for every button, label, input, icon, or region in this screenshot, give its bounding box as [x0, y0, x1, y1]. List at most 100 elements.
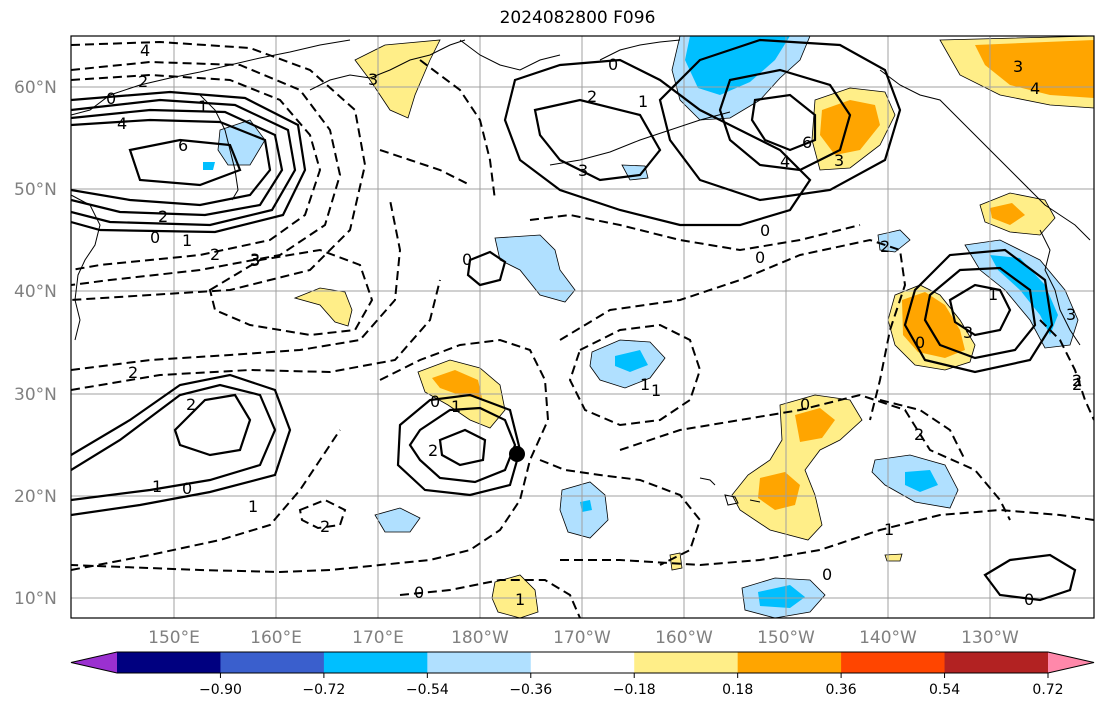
colorbar-segment	[530, 652, 635, 673]
contour-label: 1	[651, 381, 661, 400]
contour-label: 0	[915, 333, 925, 352]
contour-label: 2	[210, 245, 220, 264]
colorbar-segment	[427, 652, 532, 673]
colorbar-segment	[841, 652, 946, 673]
colorbar-tick-label: 0.18	[722, 682, 753, 698]
lat-label: 30°N	[14, 385, 57, 405]
contour-label: 4	[780, 152, 790, 171]
contour-label: 0	[608, 55, 618, 74]
contour-label: 0	[822, 565, 832, 584]
contour-label: 2	[320, 517, 330, 536]
solid-contours	[71, 38, 1077, 602]
dashed-contours	[71, 40, 1094, 618]
storm-center-marker	[509, 446, 525, 462]
contour-label: 1	[638, 92, 648, 111]
colorbar-segment	[944, 652, 1049, 673]
lon-label: 150°W	[757, 628, 815, 648]
contour-label: 1	[884, 520, 894, 539]
contour-label: 3	[578, 161, 588, 180]
colorbar-tick-label: 0.36	[826, 682, 857, 698]
lon-label: 150°E	[148, 628, 200, 648]
contour-label: 1	[988, 285, 998, 304]
contour-label: 3	[250, 250, 260, 269]
lon-label: 160°E	[250, 628, 302, 648]
map-frame	[70, 35, 1095, 619]
contour-label: 2	[186, 395, 196, 414]
colorbar-tick-label: −0.72	[302, 682, 345, 698]
contour-label: 3	[834, 151, 844, 170]
contour-label: 1	[248, 497, 258, 516]
lon-label: 160°W	[655, 628, 713, 648]
colorbar-outline	[70, 651, 1095, 674]
colorbar-extend-high	[1048, 652, 1094, 673]
coastlines	[71, 39, 1091, 506]
contour-label: 4	[117, 114, 127, 133]
colorbar-tick-label: −0.18	[613, 682, 656, 698]
colorbar-tick-label: 0.72	[1032, 682, 1063, 698]
contour-label: 1	[515, 590, 525, 609]
lat-label: 50°N	[14, 180, 57, 200]
contour-label: 3	[368, 70, 378, 89]
map-gridlines	[71, 36, 1094, 618]
lon-label: 170°E	[352, 628, 404, 648]
lat-label: 20°N	[14, 487, 57, 507]
contour-label: 2	[1072, 375, 1082, 394]
lat-label: 10°N	[14, 589, 57, 609]
lon-label: 180°W	[451, 628, 509, 648]
positive-anomaly-shading	[293, 36, 1094, 618]
contour-label: 2	[587, 87, 597, 106]
contour-label: 2	[1072, 371, 1082, 390]
contour-label: 2	[914, 425, 924, 444]
colorbar-segment	[737, 652, 842, 673]
lon-label: 130°W	[961, 628, 1019, 648]
contour-labels: 4 2 0 1 4 6 2 0 1 2 3 3 0 2 1 3 6 4 3 0 …	[106, 41, 1082, 609]
contour-label: 0	[430, 392, 440, 411]
contour-label: 3	[1066, 305, 1076, 324]
map-title: 2024082800 F096	[499, 8, 656, 28]
colorbar-tick-label: 0.54	[929, 682, 960, 698]
contour-label: 0	[462, 250, 472, 269]
lon-label: 170°W	[553, 628, 611, 648]
colorbar: −0.90 −0.72 −0.54 −0.36 −0.18 0.18 0.36 0.54 0.7…	[70, 651, 1095, 698]
contour-label: 1	[451, 397, 461, 416]
colorbar-tick-label: −0.36	[509, 682, 552, 698]
contour-label: 0	[106, 89, 116, 108]
contour-label: 0	[800, 395, 810, 414]
longitude-labels: 150°E 160°E 170°E 180°W 170°W 160°W 150°…	[148, 628, 1019, 648]
contour-label: 4	[140, 41, 150, 60]
contour-label: 3	[250, 251, 260, 270]
contour-label: 3	[1013, 57, 1023, 76]
colorbar-segment	[117, 652, 221, 673]
contour-label: 3	[963, 323, 973, 342]
colorbar-extend-low	[71, 652, 117, 673]
contour-label: 0	[760, 221, 770, 240]
contour-label: 0	[150, 228, 160, 247]
contour-label: 0	[414, 583, 424, 602]
contour-label: 2	[428, 441, 438, 460]
lat-label: 60°N	[14, 78, 57, 98]
contour-label: 2	[158, 207, 168, 226]
latitude-labels: 60°N 50°N 40°N 30°N 20°N 10°N	[14, 78, 57, 609]
contour-label: 6	[178, 136, 188, 155]
contour-label: 0	[182, 479, 192, 498]
colorbar-segment	[323, 652, 428, 673]
negative-anomaly-shading	[203, 36, 1079, 618]
contour-label: 1	[640, 375, 650, 394]
colorbar-segment	[220, 652, 325, 673]
contour-label: 2	[880, 237, 890, 256]
colorbar-tick-label: −0.54	[406, 682, 449, 698]
lat-label: 40°N	[14, 282, 57, 302]
contour-label: 0	[1024, 590, 1034, 609]
contour-label: 0	[755, 248, 765, 267]
lon-label: 140°W	[859, 628, 917, 648]
colorbar-tick-label: −0.90	[199, 682, 242, 698]
contour-label: 1	[198, 97, 208, 116]
contour-label: 2	[138, 72, 148, 91]
contour-label: 1	[152, 477, 162, 496]
contour-label: 2	[128, 363, 138, 382]
colorbar-segment	[634, 652, 739, 673]
contour-label: 4	[1030, 79, 1040, 98]
contour-label: 1	[182, 231, 192, 250]
contour-label: 6	[802, 133, 812, 152]
